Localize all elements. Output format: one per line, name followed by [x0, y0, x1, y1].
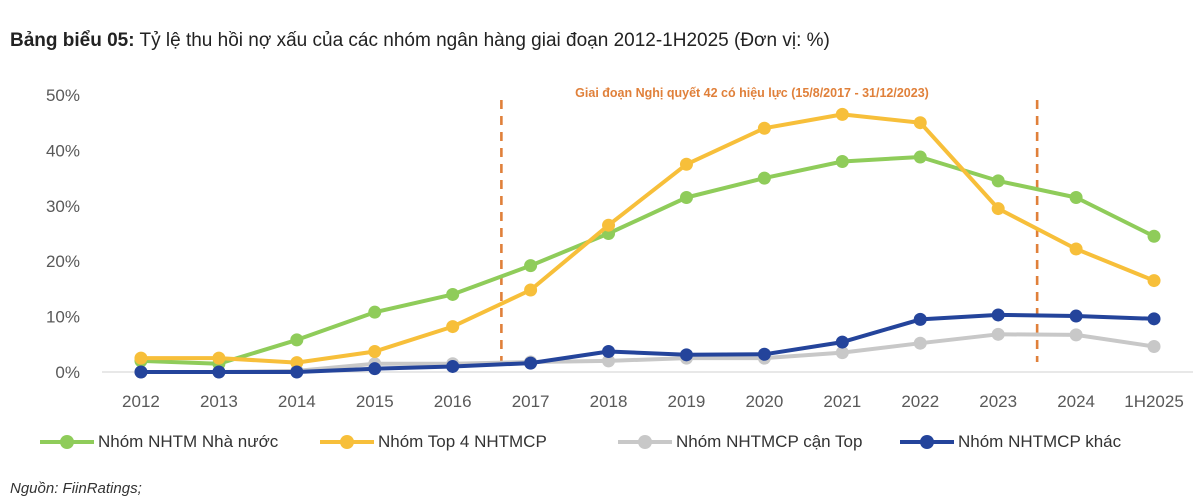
- legend-label: Nhóm NHTM Nhà nước: [98, 432, 279, 451]
- legend-label: Nhóm NHTMCP cận Top: [676, 432, 863, 451]
- series-3: [134, 308, 1161, 379]
- x-tick-label: 2018: [590, 392, 628, 411]
- x-tick-label: 1H2025: [1124, 392, 1184, 411]
- y-tick-label: 30%: [46, 197, 80, 216]
- data-point: [1147, 340, 1161, 354]
- data-point: [446, 359, 460, 373]
- series-line: [139, 155, 1156, 366]
- legend-swatch: [320, 435, 374, 449]
- data-point: [290, 333, 304, 347]
- y-tick-label: 50%: [46, 86, 80, 105]
- data-point: [835, 335, 849, 349]
- chart-title: Bảng biểu 05: Tỷ lệ thu hồi nợ xấu của c…: [10, 30, 830, 52]
- series-layer: [134, 107, 1161, 379]
- legend: Nhóm NHTM Nhà nước Nhóm Top 4 NHTMCP Nhóm …: [0, 428, 1200, 456]
- data-point: [134, 351, 148, 365]
- x-tick-label: 2012: [122, 392, 160, 411]
- data-point: [679, 157, 693, 171]
- data-point: [1069, 328, 1083, 342]
- y-tick-label: 20%: [46, 252, 80, 271]
- data-point: [368, 345, 382, 359]
- data-point: [679, 348, 693, 362]
- data-point: [368, 362, 382, 376]
- y-tick-label: 40%: [46, 141, 80, 160]
- legend-swatch: [900, 435, 954, 449]
- data-point: [212, 365, 226, 379]
- data-point: [757, 347, 771, 361]
- x-tick-label: 2022: [901, 392, 939, 411]
- data-point: [913, 116, 927, 130]
- x-tick-label: 2015: [356, 392, 394, 411]
- legend-item: Nhóm Top 4 NHTMCP: [320, 428, 547, 456]
- data-point: [991, 174, 1005, 188]
- data-point: [446, 320, 460, 334]
- data-point: [1069, 242, 1083, 256]
- data-point: [290, 365, 304, 379]
- chart-title-text: Tỷ lệ thu hồi nợ xấu của các nhóm ngân h…: [134, 30, 830, 51]
- data-point: [1069, 190, 1083, 204]
- period-markers: [500, 100, 1039, 362]
- legend-label: Nhóm NHTMCP khác: [958, 432, 1122, 451]
- x-tick-label: 2016: [434, 392, 472, 411]
- y-tick-label: 0%: [55, 363, 80, 382]
- data-point: [1147, 229, 1161, 243]
- data-point: [134, 365, 148, 379]
- axis-layer: 0% 10% 20% 30% 40% 50% 2012 2013 2014 2015 2016 201…: [46, 86, 1193, 411]
- data-point: [835, 154, 849, 168]
- data-point: [991, 327, 1005, 341]
- x-tick-label: 2019: [668, 392, 706, 411]
- data-point: [446, 287, 460, 301]
- legend-marker: [638, 435, 652, 449]
- x-tick-label: 2013: [200, 392, 238, 411]
- data-point: [835, 346, 849, 360]
- legend-marker: [60, 435, 74, 449]
- data-point: [835, 107, 849, 121]
- data-point: [1147, 312, 1161, 326]
- series-line: [139, 112, 1156, 365]
- data-point: [524, 283, 538, 297]
- data-point: [290, 356, 304, 370]
- data-point: [368, 305, 382, 319]
- data-point: [913, 336, 927, 350]
- series-0: [134, 150, 1161, 371]
- x-tick-label: 2024: [1057, 392, 1095, 411]
- data-point: [757, 121, 771, 135]
- data-point: [1147, 274, 1161, 288]
- y-tick-label: 10%: [46, 308, 80, 327]
- x-tick-label: 2014: [278, 392, 316, 411]
- data-point: [991, 308, 1005, 322]
- legend-marker: [340, 435, 354, 449]
- data-point: [524, 356, 538, 370]
- legend-label: Nhóm Top 4 NHTMCP: [378, 432, 547, 451]
- data-point: [524, 259, 538, 273]
- source-note: Nguồn: FiinRatings;: [10, 480, 142, 497]
- data-point: [602, 345, 616, 359]
- data-point: [212, 351, 226, 365]
- x-tick-label: 2021: [823, 392, 861, 411]
- legend-swatch: [618, 435, 672, 449]
- legend-item: Nhóm NHTMCP khác: [900, 428, 1121, 456]
- data-point: [1069, 309, 1083, 323]
- legend-swatch: [40, 435, 94, 449]
- data-point: [913, 150, 927, 164]
- x-tick-label: 2023: [979, 392, 1017, 411]
- data-point: [602, 354, 616, 368]
- data-point: [679, 190, 693, 204]
- line-chart: 0% 10% 20% 30% 40% 50% 2012 2013 2014 2015 2016 201…: [46, 86, 1193, 411]
- data-point: [757, 171, 771, 185]
- legend-item: Nhóm NHTM Nhà nước: [40, 428, 278, 456]
- data-point: [991, 202, 1005, 216]
- x-tick-label: 2020: [745, 392, 783, 411]
- period-annotation: Giai đoạn Nghị quyết 42 có hiệu lực (15/…: [575, 86, 929, 100]
- chart-title-label: Bảng biểu 05:: [10, 30, 135, 51]
- series-1: [134, 107, 1161, 370]
- legend-marker: [920, 435, 934, 449]
- series-line: [139, 312, 1156, 374]
- legend-item: Nhóm NHTMCP cận Top: [618, 428, 862, 456]
- data-point: [602, 218, 616, 232]
- data-point: [913, 312, 927, 326]
- x-tick-label: 2017: [512, 392, 550, 411]
